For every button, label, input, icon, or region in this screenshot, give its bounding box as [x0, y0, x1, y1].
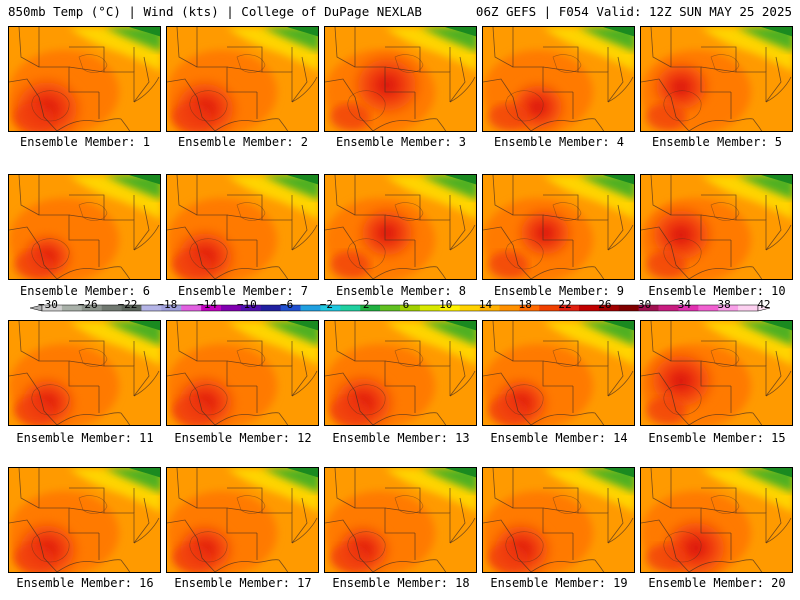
colorbar-swatch	[638, 305, 659, 311]
ensemble-member-label: Ensemble Member: 2	[177, 135, 309, 149]
ensemble-panel	[482, 467, 635, 573]
colorbar-swatch	[221, 305, 242, 311]
ensemble-panel	[482, 320, 635, 426]
colorbar-swatch	[618, 305, 639, 311]
colorbar-tick-label: 2	[362, 298, 370, 311]
ensemble-panel	[166, 174, 319, 280]
colorbar-tick-label: −30	[38, 298, 58, 311]
colorbar-swatch	[280, 305, 301, 311]
temperature-colorbar	[30, 304, 770, 312]
ensemble-panel	[8, 467, 161, 573]
ensemble-member-label: Ensemble Member: 15	[648, 431, 786, 445]
colorbar-tick-label: −6	[279, 298, 294, 311]
colorbar-swatch	[519, 305, 540, 311]
colorbar-swatch	[380, 305, 401, 311]
colorbar-swatch	[419, 305, 441, 311]
ensemble-member-label: Ensemble Member: 20	[648, 576, 786, 590]
colorbar-tick-label: −2	[319, 298, 333, 311]
colorbar-swatch	[181, 305, 202, 311]
colorbar-swatch	[559, 305, 580, 311]
colorbar-tick-label: −10	[236, 298, 257, 311]
colorbar-swatch	[400, 305, 421, 311]
ensemble-panel	[8, 320, 161, 426]
ensemble-member-label: Ensemble Member: 8	[335, 284, 467, 298]
colorbar-swatch	[201, 305, 222, 311]
colorbar-tick-label: 26	[598, 298, 612, 311]
colorbar-tick-label: 14	[478, 298, 493, 311]
colorbar-tick-label: −14	[197, 298, 217, 311]
colorbar-swatch	[459, 305, 480, 311]
colorbar-swatch	[678, 305, 699, 311]
colorbar-swatch	[738, 305, 759, 311]
ensemble-member-label: Ensemble Member: 7	[177, 284, 309, 298]
colorbar-swatch	[81, 305, 102, 311]
ensemble-panel	[166, 467, 319, 573]
ensemble-member-label: Ensemble Member: 3	[335, 135, 467, 149]
ensemble-member-label: Ensemble Member: 10	[648, 284, 786, 298]
colorbar-swatch	[598, 305, 620, 311]
ensemble-member-label: Ensemble Member: 1	[19, 135, 151, 149]
colorbar-swatch	[260, 305, 281, 311]
ensemble-panel	[640, 467, 793, 573]
ensemble-panel	[8, 174, 161, 280]
ensemble-member-label: Ensemble Member: 9	[493, 284, 625, 298]
colorbar-swatch	[121, 305, 142, 311]
colorbar-swatch	[42, 305, 63, 311]
ensemble-panel	[640, 320, 793, 426]
ensemble-panel	[640, 26, 793, 132]
colorbar-swatch	[579, 305, 600, 311]
colorbar-tick-label: −22	[117, 298, 138, 311]
colorbar-swatch	[61, 305, 83, 311]
ensemble-panel	[324, 320, 477, 426]
colorbar-right-arrow	[757, 304, 770, 312]
ensemble-panel	[166, 26, 319, 132]
ensemble-member-label: Ensemble Member: 4	[493, 135, 625, 149]
ensemble-panel	[8, 26, 161, 132]
colorbar-swatch	[300, 305, 321, 311]
ensemble-panel	[324, 174, 477, 280]
colorbar-tick-label: 30	[637, 298, 652, 311]
colorbar-tick-label: 6	[402, 298, 410, 311]
ensemble-panel	[166, 320, 319, 426]
colorbar-tick-label: −26	[77, 298, 98, 311]
ensemble-member-label: Ensemble Member: 16	[16, 576, 154, 590]
colorbar-swatch	[141, 305, 162, 311]
ensemble-member-label: Ensemble Member: 19	[490, 576, 628, 590]
colorbar-swatch	[161, 305, 182, 311]
colorbar-swatch	[698, 305, 719, 311]
colorbar-swatch	[539, 305, 560, 311]
ensemble-member-label: Ensemble Member: 5	[651, 135, 783, 149]
colorbar-swatch	[360, 305, 381, 311]
ensemble-panel	[640, 174, 793, 280]
ensemble-member-label: Ensemble Member: 6	[19, 284, 151, 298]
ensemble-member-label: Ensemble Member: 12	[174, 431, 312, 445]
ensemble-member-label: Ensemble Member: 18	[332, 576, 470, 590]
ensemble-panel	[324, 26, 477, 132]
colorbar-tick-label: 38	[717, 298, 731, 311]
colorbar-tick-label: 34	[677, 298, 691, 311]
colorbar-swatch	[101, 305, 122, 311]
map-title: 850mb Temp (°C) | Wind (kts) | College o…	[8, 4, 422, 19]
colorbar-swatch	[320, 305, 341, 311]
colorbar-tick-label: 10	[439, 298, 453, 311]
colorbar-swatch	[718, 305, 739, 311]
colorbar-tick-label: −18	[157, 298, 178, 311]
ensemble-member-label: Ensemble Member: 11	[16, 431, 154, 445]
model-run-label: 06Z GEFS | F054 Valid: 12Z SUN MAY 25 20…	[475, 4, 792, 19]
colorbar-swatch	[479, 305, 500, 311]
ensemble-panel	[324, 467, 477, 573]
ensemble-member-label: Ensemble Member: 14	[490, 431, 628, 445]
ensemble-member-label: Ensemble Member: 17	[174, 576, 312, 590]
ensemble-member-label: Ensemble Member: 13	[332, 431, 470, 445]
ensemble-panel	[482, 26, 635, 132]
colorbar-tick-label: 22	[558, 298, 572, 311]
colorbar-swatch	[240, 305, 262, 311]
colorbar-swatch	[340, 305, 361, 311]
colorbar-swatch	[658, 305, 679, 311]
colorbar-tick-label: 42	[757, 298, 771, 311]
colorbar-tick-label: 18	[518, 298, 532, 311]
colorbar-swatch	[439, 305, 460, 311]
ensemble-panel	[482, 174, 635, 280]
colorbar-swatch	[499, 305, 520, 311]
